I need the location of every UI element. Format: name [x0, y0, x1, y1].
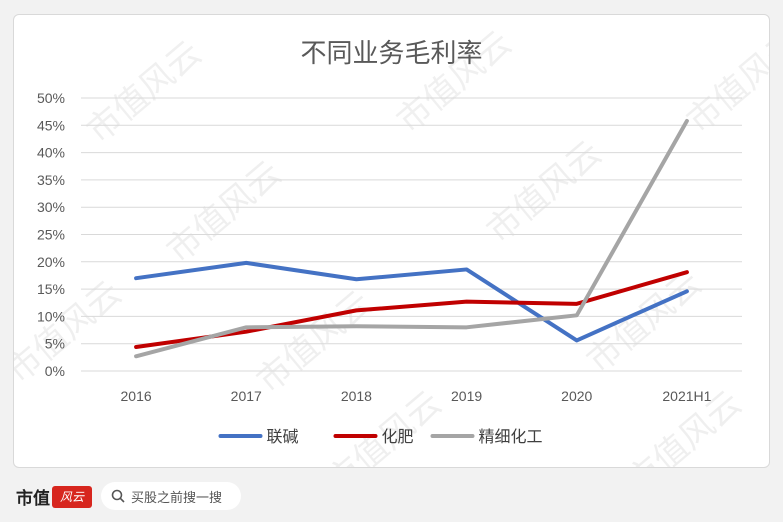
- x-tick-label: 2017: [231, 388, 262, 404]
- x-tick-label: 2019: [451, 388, 482, 404]
- y-tick-label: 15%: [37, 281, 65, 297]
- series-line: [134, 118, 689, 359]
- chart-title: 不同业务毛利率: [300, 38, 483, 68]
- y-tick-label: 10%: [37, 308, 65, 324]
- brand-logo: 风云: [52, 485, 92, 508]
- y-tick-label: 35%: [37, 172, 65, 188]
- y-tick-label: 25%: [37, 227, 65, 243]
- y-tick-label: 40%: [37, 145, 65, 161]
- series-line: [134, 260, 689, 343]
- line-chart: 0% 5% 10% 15% 20% 25% 30% 35% 40% 45% 50% 2016 2017 2…: [37, 90, 742, 446]
- search-placeholder: 买股之前搜一搜: [131, 489, 223, 505]
- legend-label: 化肥: [382, 428, 414, 446]
- brand: 市值 风云: [16, 484, 92, 509]
- x-tick-label: 2018: [341, 388, 372, 404]
- brand-name: 市值: [16, 489, 50, 509]
- y-tick-label: 30%: [37, 199, 65, 215]
- y-tick-label: 50%: [37, 90, 65, 106]
- search-box[interactable]: 买股之前搜一搜: [101, 482, 241, 510]
- y-tick-label: 5%: [45, 336, 65, 352]
- x-tick-label: 2020: [561, 388, 592, 404]
- search-icon: [111, 489, 125, 503]
- series-line: [134, 270, 689, 349]
- x-tick-label: 2021H1: [662, 388, 711, 404]
- legend-label: 联碱: [267, 428, 299, 446]
- chart-card: 市值风云 市值风云 市值风云 市值风云 市值风云 市值风云 市值风云 市值风云 …: [13, 14, 770, 468]
- y-tick-label: 20%: [37, 254, 65, 270]
- footer: 市值 风云 买股之前搜一搜: [0, 472, 783, 522]
- y-tick-label: 45%: [37, 117, 65, 133]
- legend-label: 精细化工: [479, 428, 543, 446]
- x-tick-label: 2016: [121, 388, 152, 404]
- y-tick-label: 0%: [45, 363, 65, 379]
